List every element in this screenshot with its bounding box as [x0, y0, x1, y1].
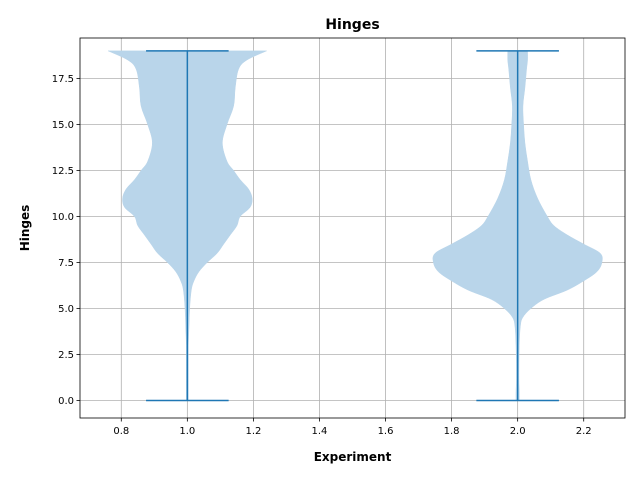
y-tick-label: 7.5 — [58, 258, 74, 269]
x-axis-title: Experiment — [314, 450, 392, 464]
y-tick-label: 0.0 — [58, 396, 74, 407]
x-tick-label: 1.4 — [312, 426, 328, 437]
x-tick-label: 1.6 — [378, 426, 394, 437]
x-axis-ticks: 0.8 1.0 1.2 1.4 1.6 1.8 2.0 2.2 — [113, 418, 592, 437]
plot-frame — [79, 37, 626, 419]
y-tick-label: 15.0 — [52, 120, 74, 131]
y-tick-label: 17.5 — [52, 74, 74, 85]
x-tick-label: 1.2 — [245, 426, 261, 437]
y-tick-label: 10.0 — [52, 212, 74, 223]
y-tick-label: 12.5 — [52, 166, 74, 177]
y-tick-label: 2.5 — [58, 350, 74, 361]
chart-title: Hinges — [325, 17, 379, 33]
x-tick-label: 2.2 — [576, 426, 592, 437]
x-tick-label: 2.0 — [510, 426, 526, 437]
x-tick-label: 1.0 — [179, 426, 195, 437]
y-axis-ticks: 0.0 2.5 5.0 7.5 10.0 12.5 15.0 17.5 — [52, 74, 80, 407]
violin-stat-lines — [146, 50, 559, 402]
x-tick-label: 0.8 — [113, 426, 129, 437]
y-axis-title: Hinges — [18, 205, 32, 252]
y-tick-label: 5.0 — [58, 304, 74, 315]
x-tick-label: 1.8 — [444, 426, 460, 437]
